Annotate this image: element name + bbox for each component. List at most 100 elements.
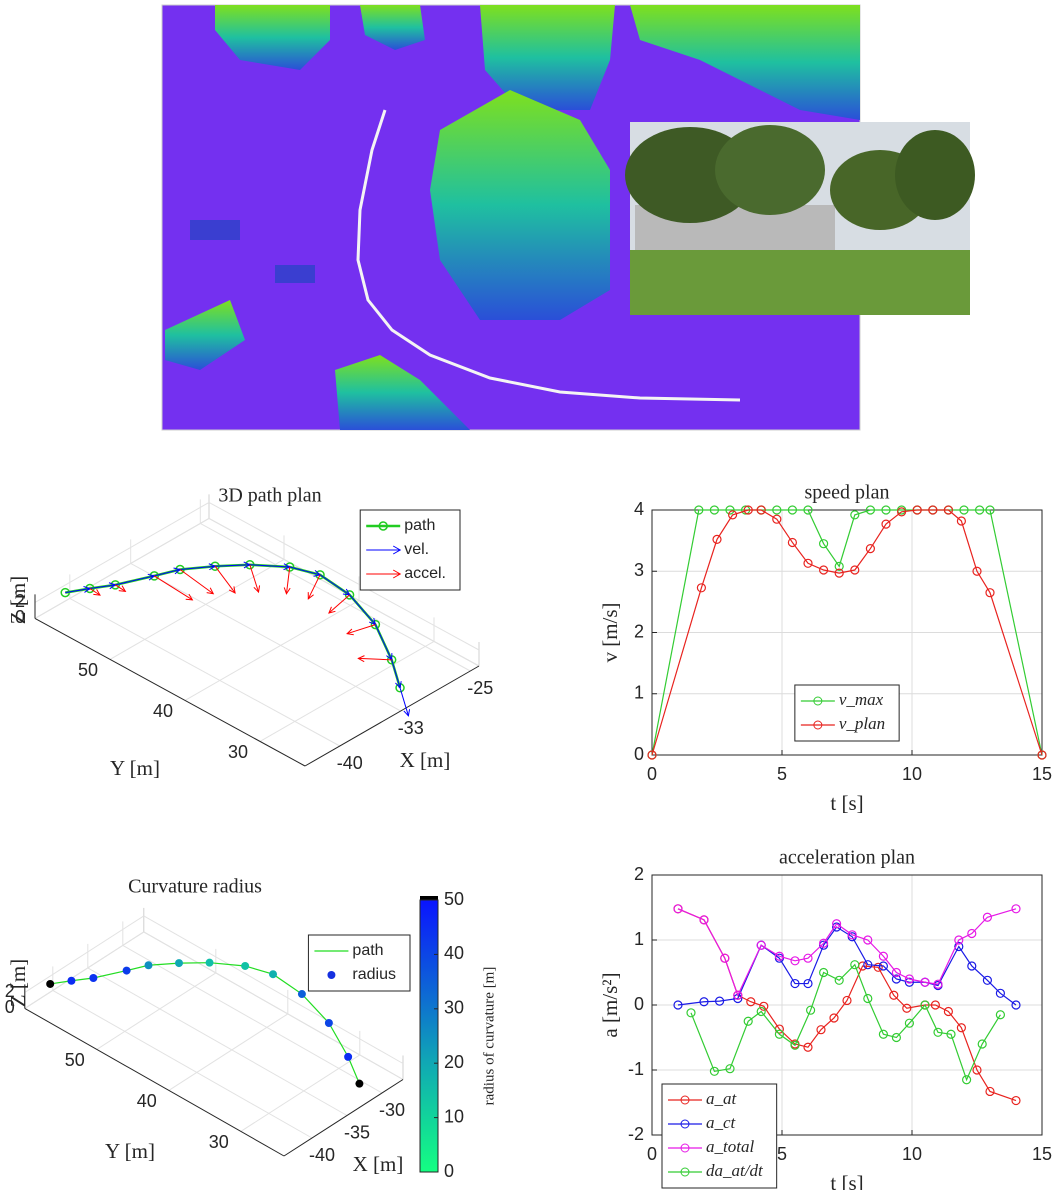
- arrow-head: [93, 589, 100, 595]
- camera-inset: [625, 122, 975, 315]
- vector-arrow: [215, 566, 235, 593]
- y-tick-label: 3: [634, 560, 644, 580]
- y-axis-label: v [m/s]: [598, 602, 622, 662]
- x-tick-label: 15: [1032, 764, 1052, 784]
- y-tick-label: 40: [153, 701, 173, 721]
- radius-point: [145, 961, 153, 969]
- radius-point: [175, 959, 183, 967]
- axis-line: [25, 1008, 284, 1156]
- y-tick-label: 1: [634, 683, 644, 703]
- vector-arrow: [350, 595, 376, 625]
- vector-arrow: [154, 576, 192, 600]
- radius-point: [123, 967, 131, 975]
- legend-label: a_total: [706, 1137, 754, 1156]
- y-tick-label: -1: [628, 1059, 644, 1079]
- y-axis-label: Y [m]: [105, 1139, 155, 1163]
- x-tick-label: -35: [344, 1122, 370, 1142]
- axis-line: [35, 618, 305, 766]
- legend-label: radius: [352, 966, 396, 983]
- legend-label: v_plan: [839, 714, 885, 733]
- x-tick-label: 15: [1032, 1144, 1052, 1164]
- radius-point: [67, 977, 75, 985]
- arrow-head: [119, 586, 126, 592]
- vector-arrow: [375, 625, 391, 660]
- colorbar-tick-label: 30: [444, 998, 464, 1018]
- legend-label: a_at: [706, 1089, 738, 1108]
- y-axis-label: a [m/s²]: [598, 972, 622, 1037]
- x-tick-label: -40: [309, 1145, 335, 1165]
- colorbar: [420, 900, 438, 1172]
- grid-line: [25, 916, 144, 993]
- chart-title: acceleration plan: [779, 847, 915, 869]
- x-axis-label: t [s]: [830, 1171, 863, 1190]
- radius-point: [241, 962, 249, 970]
- y-tick-label: 30: [228, 742, 248, 762]
- colorbar-tick-label: 50: [444, 889, 464, 909]
- grid-line: [70, 598, 340, 746]
- x-tick-label: 10: [902, 764, 922, 784]
- figure: -40-33-25304050023D path planX [m]Y [m]Z…: [0, 0, 1062, 1190]
- grid-line: [185, 600, 359, 700]
- radius-point: [344, 1053, 352, 1061]
- colorbar-overflow: [420, 896, 438, 900]
- colorbar-tick-label: 10: [444, 1106, 464, 1126]
- grid-line: [35, 502, 209, 602]
- radius-point: [298, 990, 306, 998]
- x-tick-label: -33: [398, 718, 424, 738]
- grid-line: [53, 990, 312, 1138]
- page: {"chart_data": [ {"type": "line3d", "tit…: [0, 0, 1062, 1195]
- x-tick-label: -30: [379, 1100, 405, 1120]
- vector-arrow: [180, 570, 213, 594]
- y-tick-label: 1: [634, 929, 644, 949]
- x-tick-label: 0: [647, 1144, 657, 1164]
- path-line: [65, 565, 400, 688]
- chart-title: 3D path plan: [218, 485, 321, 507]
- y-tick-label: 40: [137, 1091, 157, 1111]
- y-axis-label: Y [m]: [110, 756, 160, 780]
- vector-arrow: [308, 575, 320, 599]
- grid-line: [241, 1055, 360, 1132]
- radius-point: [46, 980, 54, 988]
- y-tick-label: 4: [634, 499, 644, 519]
- legend-label: path: [404, 517, 435, 534]
- radius-point: [269, 970, 277, 978]
- vector-arrow: [115, 576, 154, 585]
- scene-render: [162, 5, 975, 430]
- axis-line: [305, 666, 479, 766]
- x-axis-label: X [m]: [400, 748, 451, 772]
- y-tick-label: 0: [634, 994, 644, 1014]
- grid-line: [97, 973, 216, 1050]
- x-tick-label: -40: [337, 753, 363, 773]
- z-axis-label: Z [m]: [6, 959, 30, 1007]
- x-tick-label: 5: [777, 764, 787, 784]
- legend-marker: [327, 971, 335, 979]
- x-tick-label: 5: [777, 1144, 787, 1164]
- y-tick-label: 30: [209, 1132, 229, 1152]
- y-tick-label: 50: [65, 1050, 85, 1070]
- legend-label: v_max: [839, 690, 884, 709]
- vector-arrow: [329, 595, 350, 613]
- y-tick-label: 0: [634, 744, 644, 764]
- chart-title: speed plan: [805, 482, 890, 504]
- legend-label: path: [352, 942, 383, 959]
- colorbar-tick-label: 0: [444, 1161, 454, 1181]
- x-axis-label: X [m]: [353, 1152, 404, 1176]
- colorbar-tick-label: 40: [444, 943, 464, 963]
- z-axis-label: Z [m]: [6, 576, 30, 624]
- legend-label: da_at/dt: [706, 1161, 764, 1180]
- y-tick-label: 2: [634, 864, 644, 884]
- legend-label: a_ct: [706, 1113, 737, 1132]
- grid-line: [169, 1014, 288, 1091]
- legend-label: accel.: [404, 565, 446, 582]
- x-tick-label: -25: [467, 678, 493, 698]
- radius-point: [206, 959, 214, 967]
- y-tick-label: -2: [628, 1124, 644, 1144]
- legend-label: vel.: [404, 541, 429, 558]
- x-tick-label: 10: [902, 1144, 922, 1164]
- y-tick-label: 2: [634, 621, 644, 641]
- vector-arrow: [358, 658, 391, 659]
- radius-point: [89, 974, 97, 982]
- x-tick-label: 0: [647, 764, 657, 784]
- chart-title: Curvature radius: [128, 876, 262, 898]
- y-tick-label: 50: [78, 660, 98, 680]
